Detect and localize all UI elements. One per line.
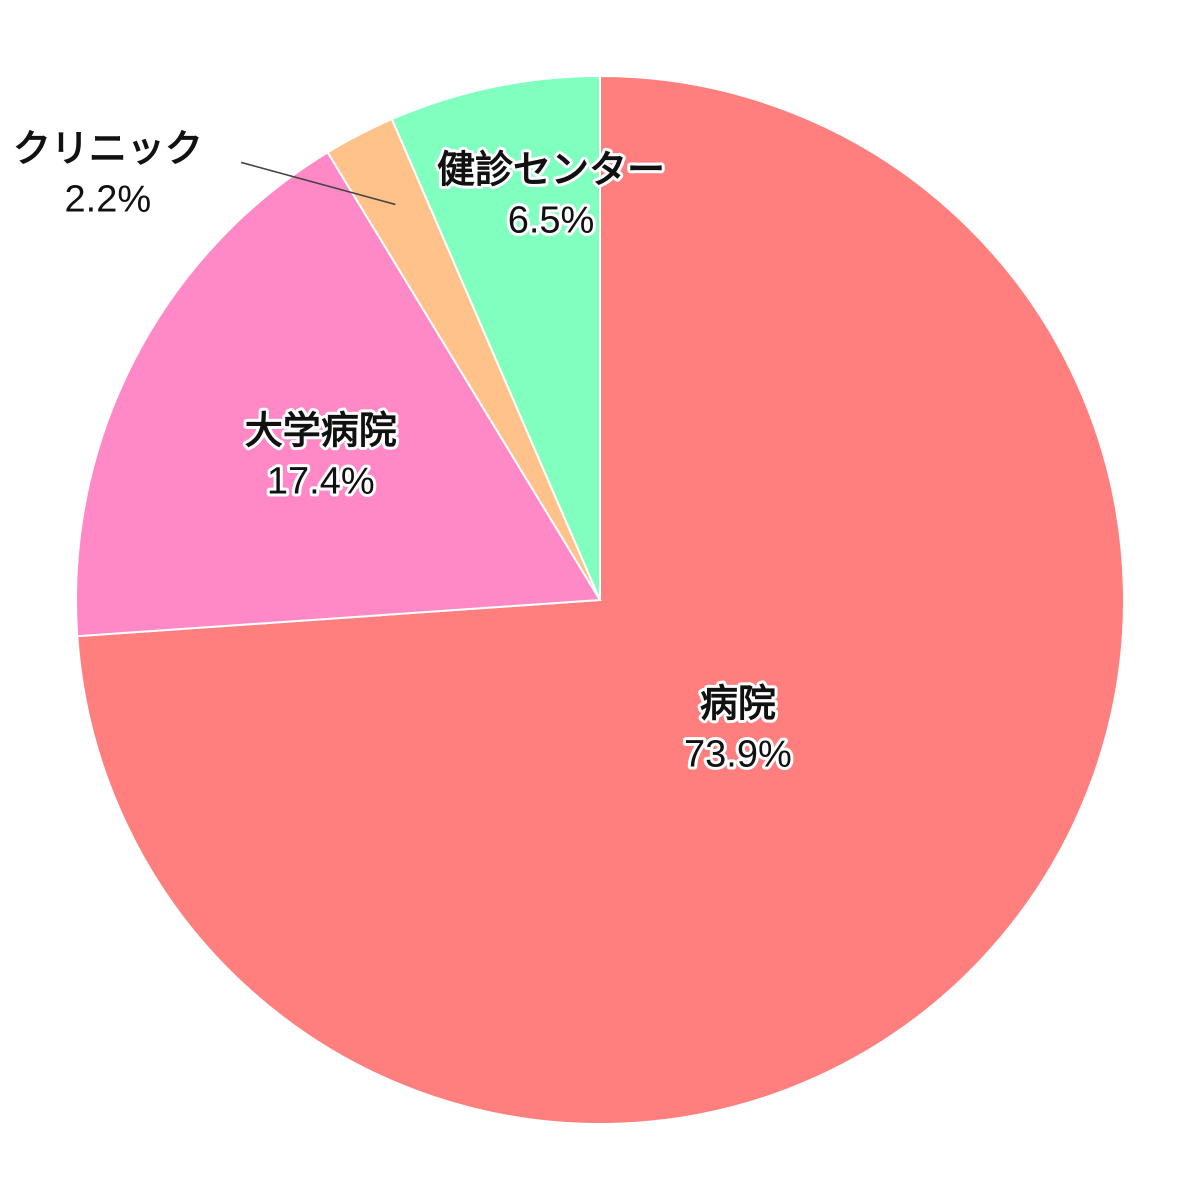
slice-label-3: 健診センター [437, 148, 665, 192]
leader-lines-layer [240, 161, 396, 206]
slice-label-1: 大学病院 [245, 409, 397, 453]
slice-label-2: クリニック [13, 126, 203, 170]
pie-slice-3 [390, 74, 601, 601]
slice-label-0: 病院 [700, 682, 776, 726]
leader-line-2 [240, 161, 396, 206]
slice-value-label-3: 6.5% [508, 200, 595, 242]
labels-layer: 病院 73.9% 大学病院 17.4% クリニック 2.2% 健診センター 6.5% [10, 123, 795, 778]
slice-value-label-1: 17.4% [267, 461, 375, 503]
slices-layer [75, 74, 1125, 1125]
slice-value-label-2: 2.2% [65, 178, 152, 220]
pie-slice-1 [75, 150, 602, 638]
slice-value-label-0: 73.9% [684, 734, 792, 776]
